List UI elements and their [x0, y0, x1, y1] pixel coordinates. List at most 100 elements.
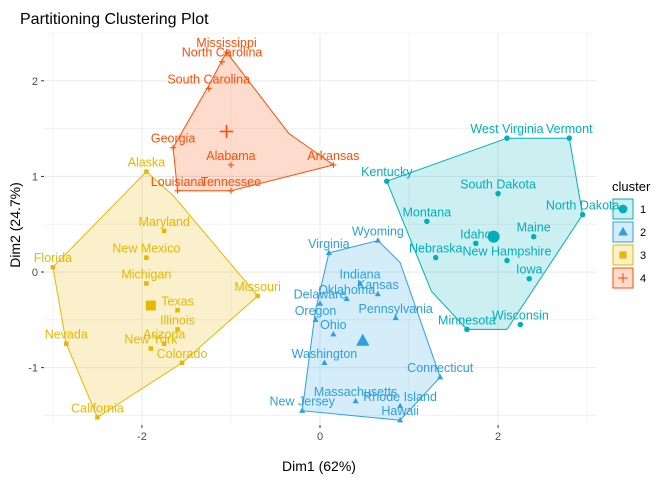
cluster-2-center	[356, 333, 370, 346]
point-label: Maryland	[138, 215, 189, 229]
point-label: Kansas	[357, 278, 399, 292]
cluster-4-point	[205, 85, 212, 92]
cluster-2-hull	[301, 239, 441, 421]
point-label: South Carolina	[167, 72, 250, 86]
cluster-1-point	[495, 190, 501, 197]
x-tick-label: 0	[317, 431, 323, 443]
point-label: Hawaii	[381, 404, 419, 418]
cluster-1-point	[432, 254, 439, 261]
cluster-4-point	[223, 49, 230, 56]
point-label: Kentucky	[361, 165, 413, 179]
x-tick-label: 2	[495, 431, 501, 443]
cluster-3-point	[50, 264, 56, 270]
point-label: Nebraska	[409, 242, 463, 256]
point-label: Idaho	[460, 227, 491, 241]
point-label: Delaware	[294, 288, 347, 302]
legend-label-4: 4	[640, 273, 646, 285]
cluster-1-point	[517, 321, 524, 328]
point-label: Michigan	[121, 267, 171, 281]
y-axis-label: Dim2 (24.7%)	[7, 182, 23, 268]
point-label: California	[71, 401, 124, 415]
legend-marker-1	[618, 204, 628, 214]
cluster-2-point	[321, 359, 328, 366]
legend-title: cluster	[612, 179, 651, 194]
point-labels: West Virginia Vermont Kentucky South Dakota…	[34, 36, 620, 418]
point-label: Colorado	[157, 347, 208, 361]
point-label: Oregon	[295, 304, 337, 318]
cluster-4-point	[170, 144, 177, 151]
y-tick-label: -1	[28, 363, 38, 375]
cluster-1-point	[526, 275, 532, 282]
point-label: Wyoming	[352, 224, 404, 238]
point-label: South Dakota	[460, 178, 536, 192]
legend: cluster 1 2 3 4	[612, 179, 651, 289]
point-label: Tennessee	[201, 175, 262, 189]
point-label: Missouri	[234, 280, 281, 294]
cluster-3-point	[255, 293, 260, 299]
cluster-2-point	[392, 314, 399, 321]
cluster-3-point	[148, 346, 154, 351]
cluster-1-point	[504, 135, 510, 141]
cluster-2-point	[330, 330, 337, 337]
point-label: Oklahoma	[318, 283, 375, 297]
cluster-1-point	[566, 135, 573, 141]
cluster-2-point	[299, 407, 306, 413]
cluster-1-point	[464, 326, 470, 333]
point-label: North Dakota	[546, 199, 620, 213]
cluster-1-point	[530, 233, 537, 240]
point-label: Alaska	[128, 156, 166, 170]
legend-label-3: 3	[640, 250, 646, 262]
cluster-hulls	[52, 51, 584, 421]
point-label: New Jersey	[270, 395, 336, 409]
point-label: Florida	[34, 251, 72, 265]
cluster-3-center	[145, 300, 156, 311]
point-label: Massachusetts	[314, 385, 397, 399]
cluster-2-point	[357, 280, 364, 286]
point-label: Virginia	[308, 237, 350, 251]
cluster-1-point	[424, 218, 430, 225]
cluster-1-point	[579, 211, 586, 218]
cluster-3-point	[144, 255, 149, 260]
cluster-3-point	[175, 308, 180, 313]
cluster-2-point	[397, 402, 404, 409]
data-points	[50, 49, 586, 423]
cluster-4-center	[219, 124, 234, 139]
cluster-1-point	[473, 240, 479, 247]
x-tick-label: -2	[137, 431, 147, 443]
point-label: Vermont	[546, 122, 593, 136]
cluster-centers	[145, 124, 500, 346]
cluster-4-point	[174, 187, 181, 194]
point-label: Iowa	[516, 263, 542, 277]
point-label: North Carolina	[182, 46, 263, 60]
legend-items: 1 2 3 4	[612, 198, 646, 289]
cluster-2-point	[397, 416, 404, 423]
point-label: New Mexico	[112, 242, 180, 256]
legend-marker-2	[618, 226, 628, 236]
y-tick-label: 2	[32, 76, 38, 88]
point-label: Wisconsin	[492, 309, 549, 323]
point-label: Connecticut	[407, 361, 474, 375]
cluster-3-hull	[52, 170, 259, 419]
axes: -2 0 2 -1 0 1 2	[28, 76, 501, 443]
cluster-1-point	[384, 178, 390, 184]
cluster-2-point	[374, 237, 381, 243]
cluster-4-hull	[172, 51, 335, 192]
cluster-3-point	[161, 228, 167, 234]
point-label: Louisiana	[151, 175, 205, 189]
cluster-3-point	[144, 281, 149, 286]
x-axis-label: Dim1 (62%)	[282, 458, 356, 474]
point-label: Texas	[161, 294, 194, 308]
cluster-2-point	[352, 397, 359, 404]
y-tick-label: 1	[32, 171, 38, 183]
point-label: Rhode Island	[363, 390, 437, 404]
point-label: Montana	[403, 205, 452, 219]
point-label: Arizona	[143, 328, 185, 342]
cluster-2-point	[316, 300, 324, 306]
point-label: Illinois	[160, 313, 195, 327]
y-tick-label: 0	[32, 267, 38, 279]
cluster-2-point	[312, 316, 319, 323]
cluster-4-point	[227, 161, 234, 168]
cluster-1-hull	[386, 137, 584, 330]
point-label: New York	[124, 333, 178, 347]
